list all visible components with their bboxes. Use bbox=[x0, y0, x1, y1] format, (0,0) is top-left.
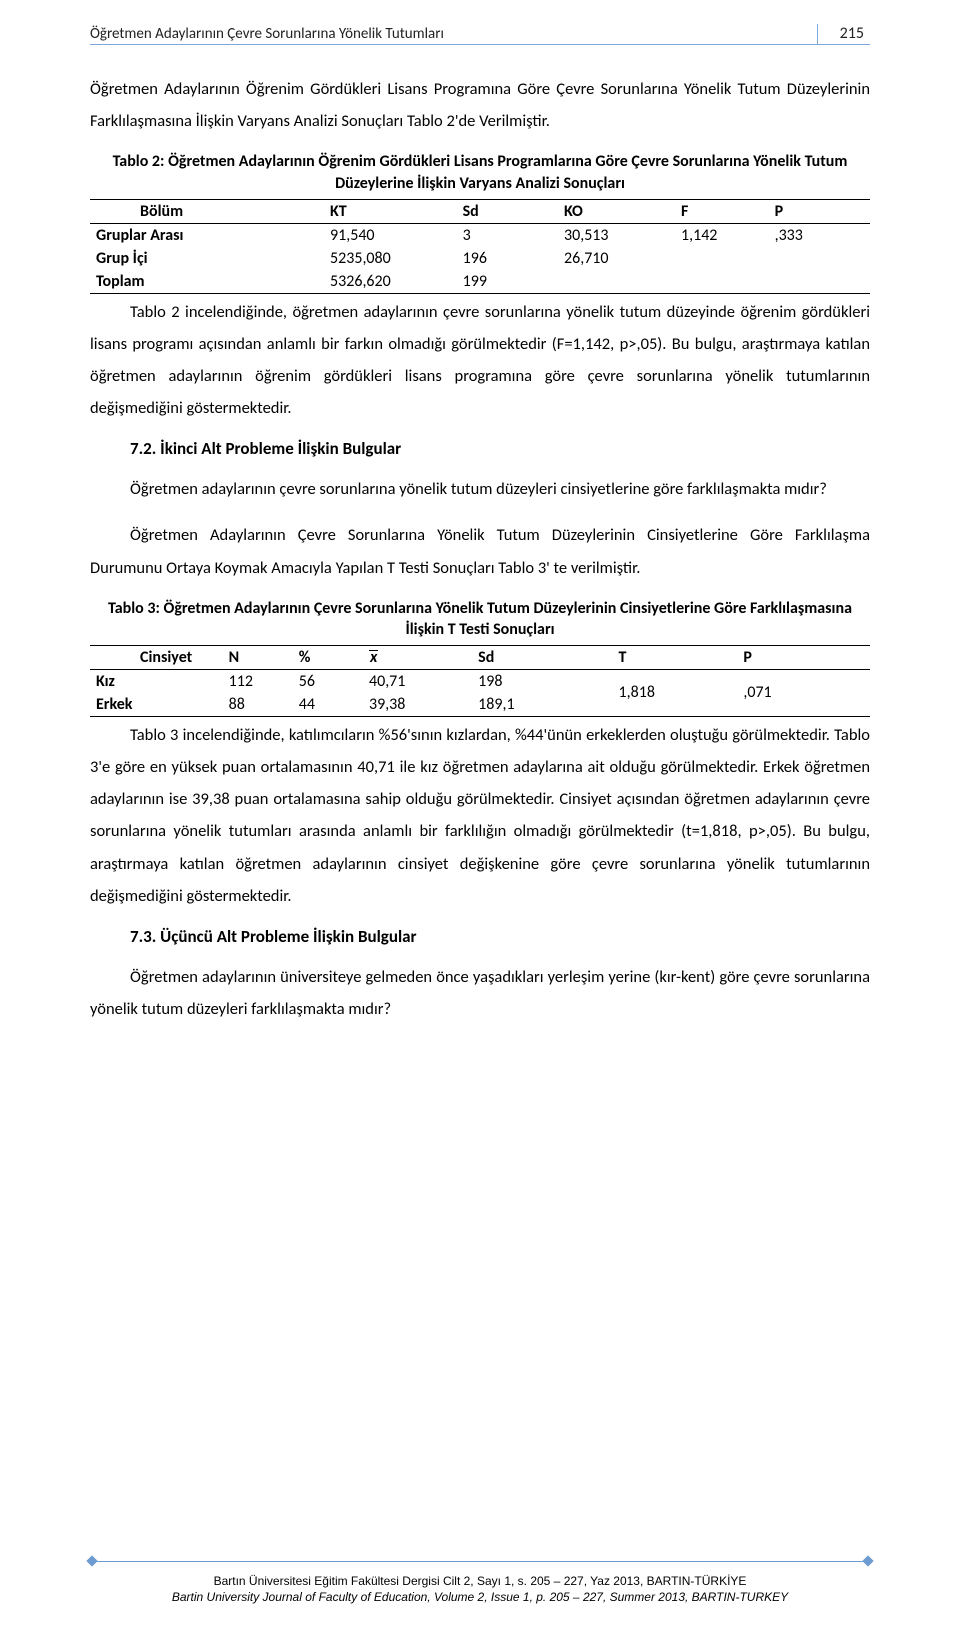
footer-line1: Bartın Üniversitesi Eğitim Fakültesi Der… bbox=[214, 1574, 747, 1588]
table3-cell-p: ,071 bbox=[737, 669, 870, 716]
paragraph-table3-intro: Öğretmen Adaylarının Çevre Sorunlarına Y… bbox=[90, 519, 870, 583]
page-number: 215 bbox=[817, 24, 870, 45]
table2-row: Gruplar Arası 91,540 3 30,513 1,142 ,333 bbox=[90, 223, 870, 247]
table2-cell: ,333 bbox=[769, 223, 870, 247]
table2-cell bbox=[558, 270, 675, 294]
section-7-2-heading: 7.2. İkinci Alt Probleme İlişkin Bulgula… bbox=[130, 438, 870, 459]
table2-col-p: P bbox=[769, 199, 870, 223]
table3-col-pct: % bbox=[293, 645, 363, 669]
table3-col-mean: x bbox=[363, 645, 472, 669]
diamond-icon bbox=[862, 1555, 873, 1566]
footer-text: Bartın Üniversitesi Eğitim Fakültesi Der… bbox=[90, 1573, 870, 1605]
paragraph-q3: Öğretmen adaylarının üniversiteye gelmed… bbox=[90, 961, 870, 1025]
table3-header-row: Cinsiyet N % x Sd T P bbox=[90, 645, 870, 669]
table3-cell: 44 bbox=[293, 693, 363, 717]
running-title: Öğretmen Adaylarının Çevre Sorunlarına Y… bbox=[90, 25, 817, 45]
table2-col-ko: KO bbox=[558, 199, 675, 223]
table2-caption: Tablo 2: Öğretmen Adaylarının Öğrenim Gö… bbox=[90, 151, 870, 194]
table2-cell: 3 bbox=[457, 223, 558, 247]
table2-header-row: Bölüm KT Sd KO F P bbox=[90, 199, 870, 223]
running-header: Öğretmen Adaylarının Çevre Sorunlarına Y… bbox=[90, 24, 870, 45]
table2-col-kt: KT bbox=[324, 199, 457, 223]
table2-cell: 1,142 bbox=[675, 223, 769, 247]
page-footer: Bartın Üniversitesi Eğitim Fakültesi Der… bbox=[90, 1557, 870, 1605]
table2-cell: Grup İçi bbox=[90, 247, 324, 270]
table3-cell: Erkek bbox=[90, 693, 223, 717]
footer-line2: Bartin University Journal of Faculty of … bbox=[172, 1590, 788, 1604]
table3-row: Kız 112 56 40,71 198 1,818 ,071 bbox=[90, 669, 870, 693]
table3-cell-t: 1,818 bbox=[613, 669, 738, 716]
table3-cell: 88 bbox=[223, 693, 293, 717]
table2-cell: Gruplar Arası bbox=[90, 223, 324, 247]
table3-cell: 56 bbox=[293, 669, 363, 693]
table3-caption: Tablo 3: Öğretmen Adaylarının Çevre Soru… bbox=[90, 598, 870, 641]
table3: Cinsiyet N % x Sd T P Kız 112 56 40,71 1… bbox=[90, 645, 870, 717]
paragraph-table2-discussion: Tablo 2 incelendiğinde, öğretmen adaylar… bbox=[90, 296, 870, 425]
table2-cell: Toplam bbox=[90, 270, 324, 294]
table3-col-n: N bbox=[223, 645, 293, 669]
section-7-3-heading: 7.3. Üçüncü Alt Probleme İlişkin Bulgula… bbox=[130, 926, 870, 947]
table3-cell: Kız bbox=[90, 669, 223, 693]
table2-cell: 196 bbox=[457, 247, 558, 270]
table3-cell: 39,38 bbox=[363, 693, 472, 717]
table3-col-t: T bbox=[613, 645, 738, 669]
table2-row: Grup İçi 5235,080 196 26,710 bbox=[90, 247, 870, 270]
table2-cell: 30,513 bbox=[558, 223, 675, 247]
table2-row: Toplam 5326,620 199 bbox=[90, 270, 870, 294]
table3-col-p: P bbox=[737, 645, 870, 669]
table3-cell: 189,1 bbox=[472, 693, 612, 717]
table2-col-f: F bbox=[675, 199, 769, 223]
table2-cell: 199 bbox=[457, 270, 558, 294]
table2-cell bbox=[675, 247, 769, 270]
table2-cell bbox=[675, 270, 769, 294]
table2-cell bbox=[769, 270, 870, 294]
table3-col-sd: Sd bbox=[472, 645, 612, 669]
table2-col-bolum: Bölüm bbox=[90, 199, 324, 223]
table3-cell: 40,71 bbox=[363, 669, 472, 693]
table2: Bölüm KT Sd KO F P Gruplar Arası 91,540 … bbox=[90, 199, 870, 294]
table2-cell bbox=[769, 247, 870, 270]
footer-ornament bbox=[90, 1557, 870, 1567]
table3-col-cinsiyet: Cinsiyet bbox=[90, 645, 223, 669]
table3-cell: 198 bbox=[472, 669, 612, 693]
paragraph-q2: Öğretmen adaylarının çevre sorunlarına y… bbox=[90, 473, 870, 505]
table2-col-sd: Sd bbox=[457, 199, 558, 223]
table2-cell: 26,710 bbox=[558, 247, 675, 270]
footer-rule bbox=[96, 1561, 864, 1562]
table2-cell: 5235,080 bbox=[324, 247, 457, 270]
paragraph-table3-discussion: Tablo 3 incelendiğinde, katılımcıların %… bbox=[90, 719, 870, 912]
intro-paragraph-1: Öğretmen Adaylarının Öğrenim Gördükleri … bbox=[90, 73, 870, 137]
table3-cell: 112 bbox=[223, 669, 293, 693]
table2-cell: 5326,620 bbox=[324, 270, 457, 294]
table2-cell: 91,540 bbox=[324, 223, 457, 247]
